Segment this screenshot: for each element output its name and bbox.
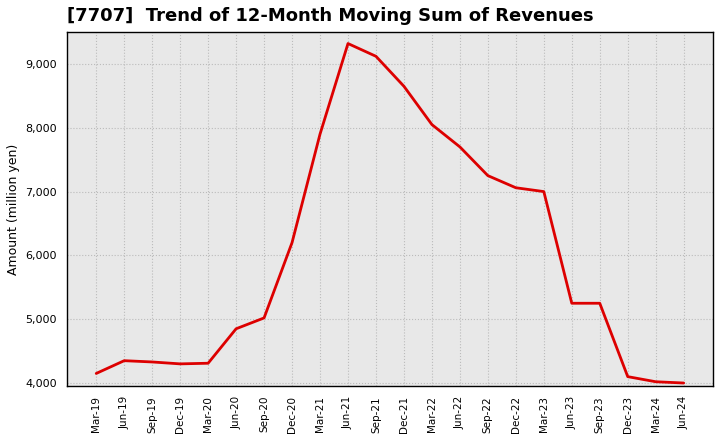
Y-axis label: Amount (million yen): Amount (million yen) [7, 143, 20, 275]
Text: [7707]  Trend of 12-Month Moving Sum of Revenues: [7707] Trend of 12-Month Moving Sum of R… [67, 7, 593, 25]
